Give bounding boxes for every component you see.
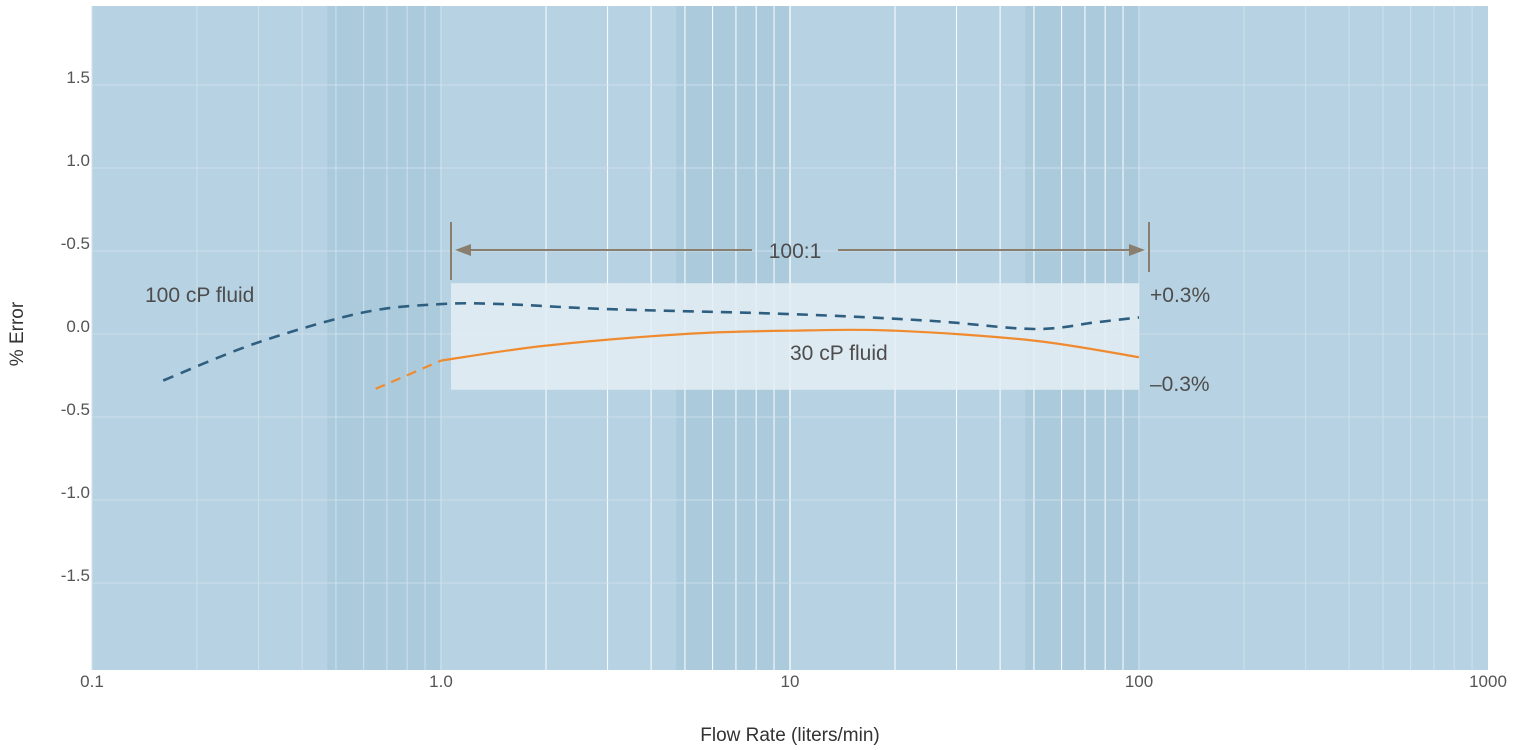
y-tick-label: 1.0 (66, 151, 90, 170)
y-tick-label: -1.0 (61, 483, 90, 502)
axes-ticks: 0.1 1.0 10 100 1000 1.5 1.0 -0.5 0.0 -0.5 -1.0 -1.5 (61, 68, 1507, 691)
x-tick-label: 1.0 (429, 672, 453, 691)
y-tick-label: -1.5 (61, 566, 90, 585)
series-line-1 (162, 301, 1140, 382)
band-lower-label: –0.3% (1150, 373, 1210, 396)
tolerance-band-rect (451, 283, 1139, 390)
series-label-30cp: 30 cP fluid (790, 342, 888, 365)
series-group (162, 301, 1140, 390)
series-line-2-dashed-part (375, 359, 442, 390)
series-line-2 (440, 328, 1140, 362)
y-tick-label: 0.0 (66, 317, 90, 336)
y-tick-label: 1.5 (66, 68, 90, 87)
x-tick-label: 1000 (1469, 672, 1507, 691)
x-axis-title: Flow Rate (liters/min) (700, 725, 879, 746)
x-tick-label: 0.1 (80, 672, 104, 691)
series-label-100cp: 100 cP fluid (145, 284, 254, 307)
y-tick-label: -0.5 (61, 234, 90, 253)
annotations: 100 cP fluid 30 cP fluid +0.3% –0.3% 100:1 (145, 222, 1210, 396)
y-axis-title: % Error (7, 301, 28, 366)
range-arrowhead-left (455, 244, 471, 256)
y-tick-label: -0.5 (61, 400, 90, 419)
decade-shade (327, 6, 441, 670)
range-arrowhead-right (1129, 244, 1145, 256)
band-upper-label: +0.3% (1150, 284, 1210, 307)
x-tick-label: 100 (1125, 672, 1153, 691)
tolerance-band (451, 283, 1139, 390)
x-tick-label: 10 (781, 672, 800, 691)
range-label: 100:1 (769, 240, 822, 263)
